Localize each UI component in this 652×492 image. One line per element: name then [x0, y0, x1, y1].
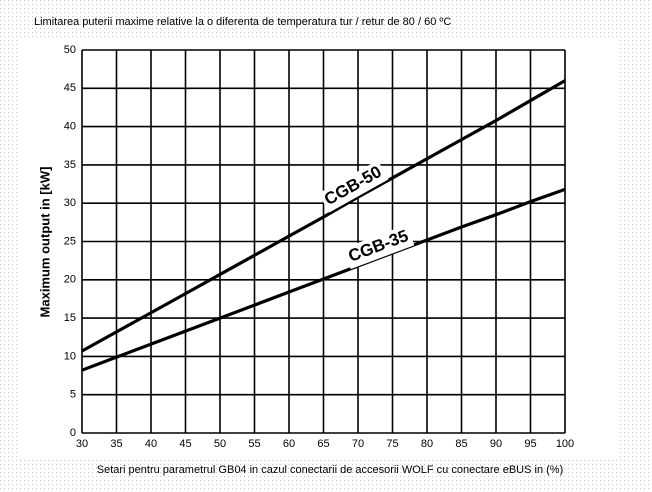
x-tick-label: 100 [556, 438, 574, 450]
x-tick-label: 50 [214, 438, 226, 450]
x-tick-label: 45 [179, 438, 191, 450]
y-tick-label: 10 [64, 350, 76, 362]
y-tick-label: 40 [64, 121, 76, 133]
x-tick-label: 75 [386, 438, 398, 450]
y-axis-label: Maximum output in [kW] [37, 167, 52, 318]
y-tick-label: 5 [70, 389, 76, 401]
chart-title: Limitarea puterii maxime relative la o d… [34, 16, 451, 28]
y-tick-label: 45 [64, 82, 76, 94]
x-tick-label: 80 [421, 438, 433, 450]
y-tick-label: 50 [64, 44, 76, 56]
x-tick-label: 60 [283, 438, 295, 450]
x-axis-label: Setari pentru parametrul GB04 in cazul c… [97, 464, 563, 476]
x-tick-label: 95 [524, 438, 536, 450]
x-tick-label: 70 [352, 438, 364, 450]
y-tick-label: 25 [64, 235, 76, 247]
x-tick-label: 55 [248, 438, 260, 450]
y-tick-label: 35 [64, 159, 76, 171]
y-tick-label: 20 [64, 274, 76, 286]
x-tick-label: 40 [145, 438, 157, 450]
y-tick-label: 0 [70, 427, 76, 439]
x-tick-label: 90 [490, 438, 502, 450]
series-line [81, 79, 566, 353]
x-tick-label: 30 [76, 438, 88, 450]
series-line [81, 187, 566, 372]
x-tick-label: 35 [110, 438, 122, 450]
x-tick-label: 65 [317, 438, 329, 450]
series-label-bg [318, 160, 389, 213]
y-tick-label: 30 [64, 197, 76, 209]
series-label-bg [342, 224, 415, 270]
x-tick-label: 85 [455, 438, 467, 450]
y-tick-label: 15 [64, 312, 76, 324]
